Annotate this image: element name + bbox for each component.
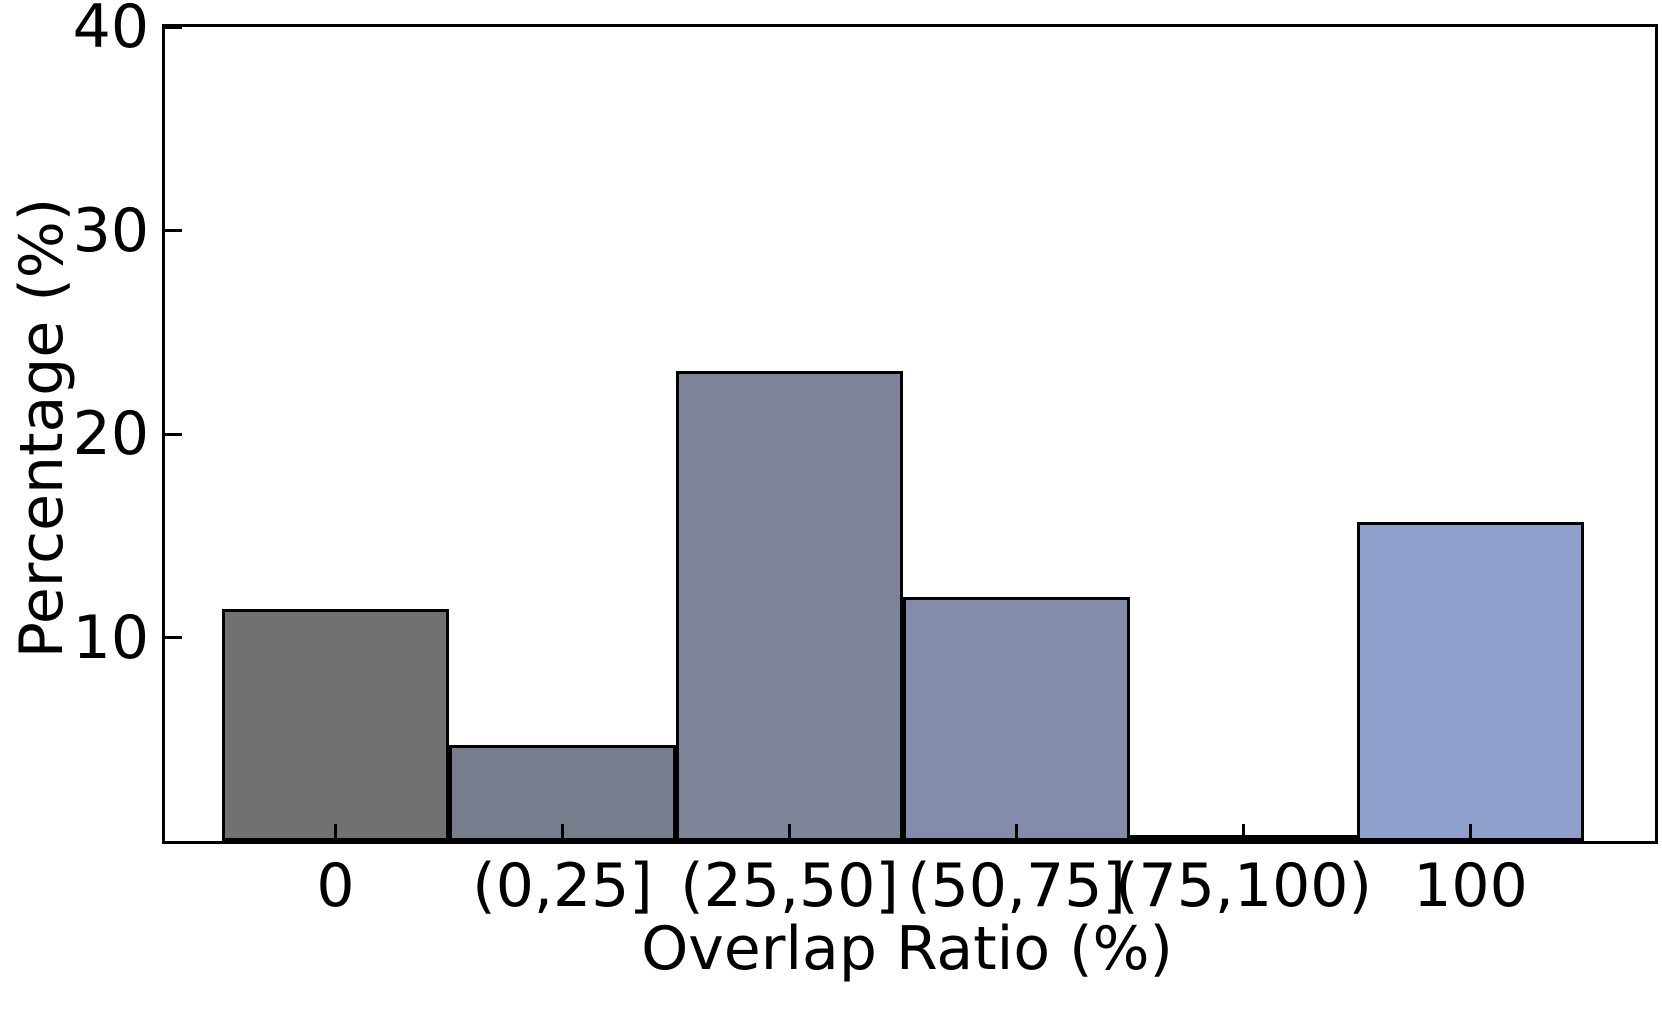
x-tick-label: (75,100)	[1115, 851, 1372, 921]
bar-0	[222, 609, 449, 841]
y-tick-mark	[165, 229, 182, 232]
x-tick-mark	[334, 824, 337, 841]
x-tick-mark	[561, 824, 564, 841]
x-tick-mark	[1242, 824, 1245, 841]
bar-(50,75]	[903, 596, 1130, 841]
y-tick-label: 10	[72, 602, 149, 673]
x-tick-label: 100	[1413, 851, 1528, 921]
bar-(25,50]	[676, 370, 903, 841]
x-tick-mark	[1015, 824, 1018, 841]
x-tick-label: (0,25]	[472, 851, 653, 921]
x-tick-label: (25,50]	[680, 851, 899, 921]
y-tick-label: 30	[72, 195, 149, 266]
y-tick-label: 20	[72, 399, 149, 469]
y-tick-label: 40	[72, 0, 149, 62]
plot-area: 10 20 30 40 0 (0,25] (25,50] (50,75] (75,100) 100	[73, 0, 1658, 919]
x-axis-label: Overlap Ratio (%)	[641, 914, 1173, 984]
x-tick-mark	[1469, 824, 1472, 841]
bar-100	[1357, 521, 1584, 841]
x-tick-label: 0	[316, 851, 355, 921]
x-tick-label: (50,75]	[907, 851, 1126, 921]
y-tick-mark	[165, 432, 182, 436]
y-tick-mark	[165, 25, 182, 29]
y-tick-mark	[165, 636, 182, 639]
x-tick-mark	[788, 824, 791, 841]
